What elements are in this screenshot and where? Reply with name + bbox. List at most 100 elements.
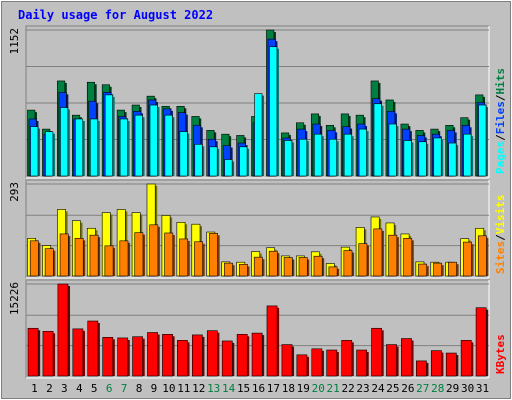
bar-sites-day-5 (89, 234, 101, 277)
bar-kbytes-day-5 (87, 320, 100, 377)
bar-kbytes-day-18 (281, 344, 295, 377)
bar-pages-day-6 (104, 94, 115, 177)
bar-pages-day-27 (418, 141, 429, 177)
legend-item-files: Files (494, 101, 507, 134)
bar-sites-day-28 (433, 262, 444, 277)
bar-pages-day-2 (45, 131, 55, 177)
bar-kbytes-day-17 (266, 305, 280, 377)
bar-kbytes-day-31 (475, 307, 489, 377)
bar-pages-day-8 (134, 114, 145, 177)
bar-sites-day-10 (164, 232, 175, 277)
bar-pages-day-13 (209, 146, 220, 177)
svg-text:KBytes: KBytes (494, 334, 507, 374)
x-tick-label-day-28: 28 (431, 382, 444, 395)
bar-kbytes-day-9 (147, 332, 160, 377)
bar-kbytes-day-4 (72, 328, 85, 377)
bar-sites-day-23 (358, 243, 369, 277)
chart-title: Daily usage for August 2022 (18, 8, 213, 22)
legend-hits-files-pages: Pages/Files/Hits (494, 68, 507, 174)
bar-kbytes-day-12 (191, 334, 205, 377)
bar-sites-day-19 (298, 257, 310, 277)
bar-sites-day-14 (224, 262, 235, 277)
bar-kbytes-day-3 (57, 283, 71, 377)
bar-sites-day-20 (313, 255, 325, 277)
bar-pages-day-28 (433, 137, 444, 177)
bar-sites-day-11 (179, 238, 190, 277)
y-axis-max-label: 1152 (8, 28, 21, 55)
bar-pages-day-30 (463, 133, 474, 177)
x-tick-label-day-22: 22 (341, 382, 354, 395)
bar-kbytes-day-16 (251, 332, 265, 377)
bar-pages-day-15 (239, 146, 250, 177)
legend-item-visits: Visits (494, 195, 507, 235)
bar-pages-day-1 (30, 126, 40, 177)
bar-sites-day-1 (29, 240, 41, 277)
x-tick-label-day-15: 15 (237, 382, 250, 395)
bar-sites-day-17 (268, 250, 280, 277)
x-tick-label-day-23: 23 (356, 382, 369, 395)
bar-pages-day-18 (284, 140, 294, 177)
x-tick-label-day-17: 17 (267, 382, 280, 395)
bar-pages-day-22 (343, 133, 354, 177)
bar-sites-day-15 (238, 264, 250, 277)
bar-kbytes-day-7 (117, 337, 130, 377)
bar-sites-day-16 (253, 256, 265, 277)
bar-kbytes-day-22 (341, 340, 354, 377)
x-tick-label-day-31: 31 (476, 382, 489, 395)
bar-sites-day-24 (373, 228, 384, 277)
bar-kbytes-day-27 (416, 360, 429, 377)
bar-kbytes-day-6 (102, 337, 115, 377)
bar-pages-day-26 (403, 140, 414, 177)
bar-pages-day-5 (89, 118, 100, 177)
legend-kbytes: KBytes (494, 334, 507, 374)
bar-sites-day-30 (463, 241, 474, 277)
bar-kbytes-day-13 (206, 330, 220, 377)
bar-kbytes-day-10 (162, 334, 175, 377)
x-tick-label-day-26: 26 (401, 382, 414, 395)
bar-pages-day-21 (328, 138, 339, 177)
bar-sites-day-31 (477, 235, 489, 277)
panel-hits-files-pages: 1152 Pages/Files/Hits (8, 25, 507, 179)
x-tick-label-day-30: 30 (461, 382, 474, 395)
bar-kbytes-day-14 (221, 340, 235, 377)
x-tick-label-day-1: 1 (31, 382, 38, 395)
bar-kbytes-day-21 (326, 349, 339, 377)
bar-pages-day-14 (224, 159, 235, 177)
bar-sites-day-25 (388, 234, 399, 277)
x-tick-label-day-2: 2 (46, 382, 53, 395)
x-tick-label-day-29: 29 (446, 382, 459, 395)
legend-item-hits: Hits (494, 68, 507, 95)
bar-kbytes-day-2 (42, 330, 56, 377)
bar-sites-day-29 (448, 261, 459, 277)
bar-pages-day-25 (388, 123, 399, 177)
bar-pages-day-23 (358, 128, 369, 177)
legend-visits-sites: Sites/Visits (494, 195, 507, 275)
x-tick-label-day-16: 16 (252, 382, 265, 395)
legend-item-kbytes: KBytes (494, 334, 507, 374)
bar-pages-day-31 (478, 104, 489, 177)
x-tick-label-day-25: 25 (386, 382, 399, 395)
svg-text:Sites/Visits: Sites/Visits (494, 195, 507, 275)
bar-kbytes-day-25 (386, 344, 399, 377)
bar-sites-day-6 (104, 245, 116, 277)
x-tick-label-day-12: 12 (192, 382, 205, 395)
bar-sites-day-21 (328, 266, 340, 277)
x-tick-label-day-6: 6 (106, 382, 113, 395)
bar-kbytes-day-30 (460, 340, 474, 377)
x-tick-label-day-11: 11 (177, 382, 190, 395)
legend-item-pages: Pages (494, 141, 507, 174)
x-tick-label-day-14: 14 (222, 382, 236, 395)
bar-sites-day-4 (74, 238, 86, 277)
bar-kbytes-day-23 (356, 349, 369, 377)
x-tick-label-day-4: 4 (76, 382, 83, 395)
bar-sites-day-3 (59, 233, 71, 277)
bar-sites-day-18 (283, 257, 295, 277)
bar-kbytes-day-8 (132, 336, 145, 377)
panel-visits-sites: 293 Sites/Visits (8, 179, 507, 279)
bar-pages-day-9 (149, 104, 160, 177)
x-tick-label-day-9: 9 (151, 382, 158, 395)
bar-pages-day-19 (299, 138, 309, 177)
bar-pages-day-10 (164, 114, 175, 177)
bar-kbytes-day-29 (445, 352, 459, 377)
